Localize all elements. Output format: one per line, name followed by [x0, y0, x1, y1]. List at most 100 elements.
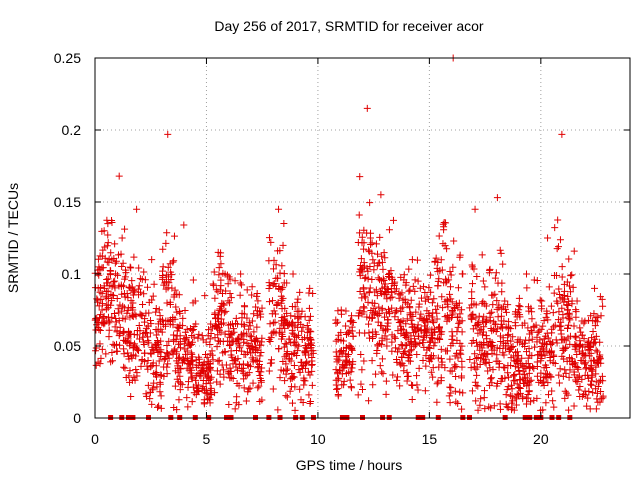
data-point — [127, 264, 135, 272]
data-point — [160, 356, 168, 364]
data-point — [432, 305, 440, 313]
data-point — [92, 361, 100, 369]
data-point — [93, 295, 101, 303]
data-point — [468, 315, 476, 323]
axis-ticks — [94, 57, 630, 419]
data-point — [439, 240, 447, 248]
data-point — [506, 346, 514, 354]
data-point — [126, 313, 134, 321]
data-point — [557, 322, 565, 330]
data-point — [104, 239, 112, 247]
data-point — [345, 358, 353, 366]
data-point — [104, 313, 112, 321]
data-point — [443, 245, 451, 253]
y-tick-labels: 0 0.05 0.1 0.15 0.2 0.25 — [54, 50, 81, 426]
data-point — [592, 405, 600, 413]
data-point — [250, 337, 258, 345]
data-point — [533, 394, 541, 402]
data-point — [447, 384, 455, 392]
data-point — [408, 346, 416, 354]
data-point — [388, 293, 396, 301]
y-tick-label: 0.1 — [62, 266, 82, 282]
data-point — [282, 351, 290, 359]
data-point — [184, 378, 192, 386]
data-point — [277, 317, 285, 325]
data-point — [486, 381, 494, 389]
data-point — [233, 347, 241, 355]
data-point — [174, 323, 182, 331]
data-point — [296, 385, 304, 393]
data-point — [379, 370, 387, 378]
data-point — [563, 306, 571, 314]
data-point — [126, 367, 134, 375]
data-point — [563, 357, 571, 365]
data-point — [228, 338, 236, 346]
data-point — [166, 298, 174, 306]
data-point — [130, 330, 138, 338]
x-tick-label: 15 — [422, 431, 438, 447]
data-point — [96, 252, 104, 260]
data-point — [510, 372, 518, 380]
data-point — [155, 306, 163, 314]
data-point — [592, 314, 600, 322]
data-point — [132, 366, 140, 374]
data-point — [561, 344, 569, 352]
data-point — [449, 263, 457, 271]
data-point — [173, 332, 181, 340]
data-point — [347, 364, 355, 372]
data-point — [334, 391, 342, 399]
data-point — [243, 286, 251, 294]
data-point — [540, 364, 548, 372]
data-point — [504, 383, 512, 391]
data-point — [265, 257, 273, 265]
data-point — [428, 313, 436, 321]
data-point — [240, 329, 248, 337]
data-point — [177, 365, 185, 373]
data-point — [378, 355, 386, 363]
data-point — [218, 307, 226, 315]
data-point — [567, 272, 575, 280]
data-point — [200, 399, 208, 407]
data-point — [421, 387, 429, 395]
data-point — [224, 280, 232, 288]
data-point — [199, 383, 207, 391]
data-point — [106, 317, 114, 325]
data-point — [116, 341, 124, 349]
data-point — [493, 305, 501, 313]
data-point — [109, 357, 117, 365]
data-point — [170, 257, 178, 265]
data-point — [468, 339, 476, 347]
data-point — [309, 290, 317, 298]
data-point — [568, 271, 576, 279]
data-point — [437, 345, 445, 353]
data-point — [368, 357, 376, 365]
data-point — [149, 384, 157, 392]
data-point — [474, 318, 482, 326]
data-point — [412, 308, 420, 316]
data-point — [306, 335, 314, 343]
data-point — [448, 328, 456, 336]
data-point — [559, 311, 567, 319]
data-point — [544, 334, 552, 342]
data-point — [183, 347, 191, 355]
data-point — [340, 377, 348, 385]
data-point — [505, 373, 513, 381]
data-point — [113, 347, 121, 355]
data-point — [278, 330, 286, 338]
data-point — [597, 312, 605, 320]
data-point — [255, 341, 263, 349]
data-point — [513, 380, 521, 388]
data-point-peak — [522, 270, 530, 278]
data-point — [531, 343, 539, 351]
data-point — [456, 253, 464, 261]
data-point — [369, 335, 377, 343]
data-point — [427, 329, 435, 337]
data-point — [255, 382, 263, 390]
data-point — [523, 284, 531, 292]
data-point — [458, 328, 466, 336]
data-point — [528, 335, 536, 343]
data-point — [590, 310, 598, 318]
data-point — [497, 312, 505, 320]
data-point — [219, 349, 227, 357]
data-point — [147, 363, 155, 371]
